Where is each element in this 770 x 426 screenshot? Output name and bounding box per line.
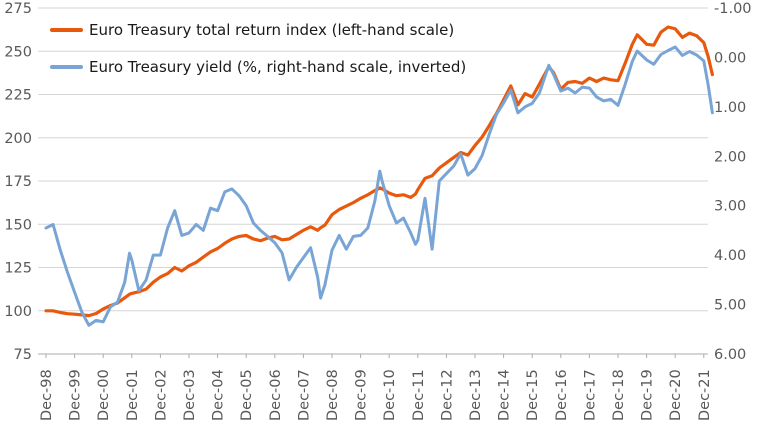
right-axis-tick-label: 6.00 <box>714 347 746 363</box>
left-axis-tick-label: 125 <box>4 261 32 277</box>
x-axis-tick-label: Dec-01 <box>125 369 141 421</box>
right-axis-tick-label: 1.00 <box>714 100 746 116</box>
right-axis-tick-label: 2.00 <box>714 149 746 165</box>
right-axis-tick-label: 3.00 <box>714 199 746 215</box>
x-axis-tick-label: Dec-15 <box>525 369 541 421</box>
x-axis-tick-label: Dec-12 <box>439 369 455 421</box>
x-axis-tick-label: Dec-11 <box>411 369 427 421</box>
legend-item-total-return-index: Euro Treasury total return index (left-h… <box>50 17 466 43</box>
series-yield <box>44 45 714 327</box>
legend-line-swatch-blue <box>50 65 83 69</box>
legend-item-yield: Euro Treasury yield (%, right-hand scale… <box>50 54 466 80</box>
legend: Euro Treasury total return index (left-h… <box>50 17 466 91</box>
x-axis-tick-label: Dec-16 <box>554 369 570 421</box>
x-axis-tick-label: Dec-05 <box>239 369 255 421</box>
right-axis-tick-label: 0.00 <box>714 50 746 66</box>
x-axis-tick-label: Dec-09 <box>354 369 370 421</box>
x-axis-tick-label: Dec-18 <box>611 369 627 421</box>
x-axis-tick-label: Dec-00 <box>96 369 112 421</box>
left-axis-tick-label: 200 <box>4 131 32 147</box>
legend-line-swatch-orange <box>50 28 83 32</box>
series-total-return-index <box>44 25 715 318</box>
right-axis-tick-label: 5.00 <box>714 298 746 314</box>
right-axis-tick-label: -1.00 <box>714 1 752 17</box>
legend-label-total-return-index: Euro Treasury total return index (left-h… <box>89 21 455 39</box>
left-axis-tick-label: 275 <box>4 1 32 17</box>
x-axis-tick-label: Dec-06 <box>268 369 284 421</box>
left-axis-tick-label: 150 <box>4 217 32 233</box>
left-axis-tick-label: 225 <box>4 88 32 104</box>
x-axis-tick-label: Dec-13 <box>468 369 484 421</box>
x-axis-tick-label: Dec-03 <box>182 369 198 421</box>
x-axis-tick-label: Dec-21 <box>697 369 713 421</box>
x-axis-tick-label: Dec-07 <box>296 369 312 421</box>
x-axis-tick-label: Dec-20 <box>668 369 684 421</box>
legend-label-yield: Euro Treasury yield (%, right-hand scale… <box>89 58 467 76</box>
x-axis-tick-label: Dec-14 <box>497 369 513 421</box>
left-axis-tick-label: 100 <box>4 304 32 320</box>
x-axis-tick-label: Dec-10 <box>382 369 398 421</box>
x-axis-tick-label: Dec-04 <box>211 369 227 421</box>
left-axis-tick-label: 175 <box>4 174 32 190</box>
x-axis-tick-label: Dec-08 <box>325 369 341 421</box>
x-axis-tick-label: Dec-19 <box>640 369 656 421</box>
x-axis-tick-label: Dec-02 <box>153 369 169 421</box>
left-axis-tick-label: 75 <box>14 347 32 363</box>
right-axis-tick-label: 4.00 <box>714 248 746 264</box>
left-axis-tick-label: 250 <box>4 44 32 60</box>
x-axis-tick-label: Dec-99 <box>68 369 84 421</box>
x-axis-tick-label: Dec-98 <box>39 369 55 421</box>
x-axis-tick-label: Dec-17 <box>582 369 598 421</box>
